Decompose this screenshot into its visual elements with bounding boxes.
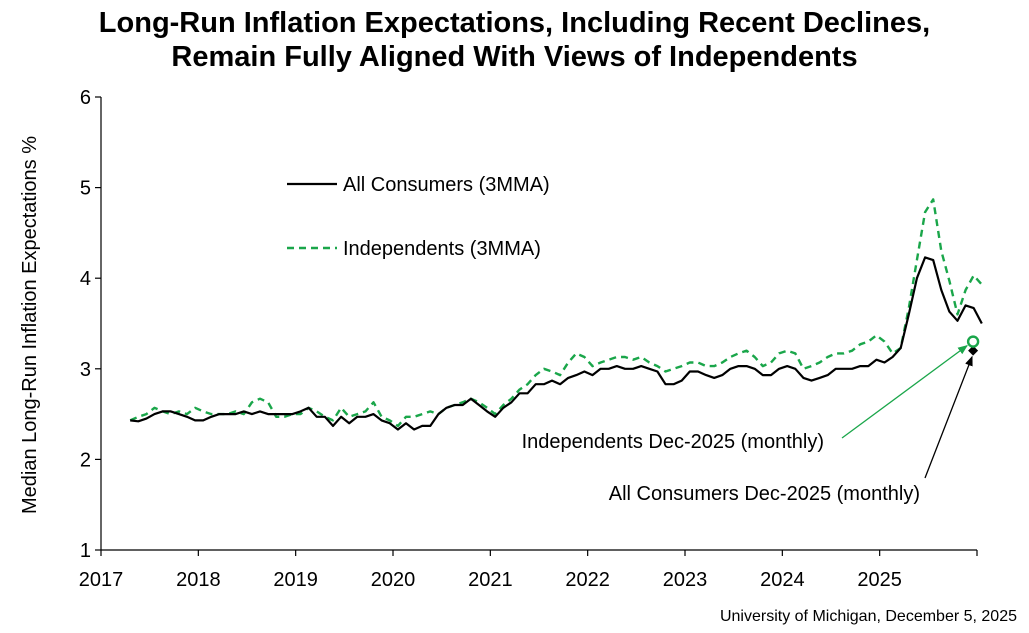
- marker-independents-dec: [966, 335, 980, 348]
- series-line-independents: [129, 198, 983, 428]
- x-tick-label: 2024: [760, 569, 805, 591]
- x-tick-label: 2017: [79, 569, 124, 591]
- y-tick-label: 6: [80, 87, 91, 109]
- annotations: Independents Dec-2025 (monthly) All Consu…: [522, 335, 980, 505]
- series-line-all-consumers: [130, 256, 983, 431]
- x-tick-label: 2025: [857, 569, 902, 591]
- annotation-label-all-consumers: All Consumers Dec-2025 (monthly): [609, 483, 920, 505]
- arrow-independents-dec: [841, 345, 968, 439]
- chart-title-line2: Remain Fully Aligned With Views of Indep…: [171, 41, 858, 73]
- legend-label-all-consumers: All Consumers (3MMA): [343, 174, 550, 196]
- x-tick-label: 2023: [663, 569, 708, 591]
- axes: 1 2 3 4 5 6 2017 2018 2019 2020 2021 2022 2023 2024 20…: [79, 87, 978, 591]
- x-tick-label: 2021: [468, 569, 513, 591]
- y-tick-label: 5: [80, 178, 91, 200]
- legend: All Consumers (3MMA) Independents (3MMA): [287, 174, 550, 260]
- source-note: University of Michigan, December 5, 2025: [720, 608, 1017, 625]
- series-lines: [129, 198, 983, 431]
- legend-label-independents: Independents (3MMA): [343, 238, 541, 260]
- x-tick-label: 2019: [273, 569, 318, 591]
- y-tick-label: 4: [80, 268, 91, 290]
- x-tick-label: 2018: [176, 569, 221, 591]
- marker-all-consumers-dec: [968, 345, 979, 356]
- chart-title: Long-Run Inflation Expectations, Includi…: [0, 6, 1029, 74]
- chart-title-line1: Long-Run Inflation Expectations, Includi…: [98, 7, 931, 39]
- y-axis-label: Median Long-Run Inflation Expectations %: [19, 136, 41, 514]
- arrow-all-consumers-dec: [924, 355, 973, 479]
- x-tick-label: 2020: [371, 569, 416, 591]
- y-tick-label: 2: [80, 449, 91, 471]
- y-tick-label: 1: [80, 540, 91, 562]
- annotation-label-independents: Independents Dec-2025 (monthly): [522, 431, 824, 453]
- x-tick-label: 2022: [565, 569, 610, 591]
- y-tick-label: 3: [80, 359, 91, 381]
